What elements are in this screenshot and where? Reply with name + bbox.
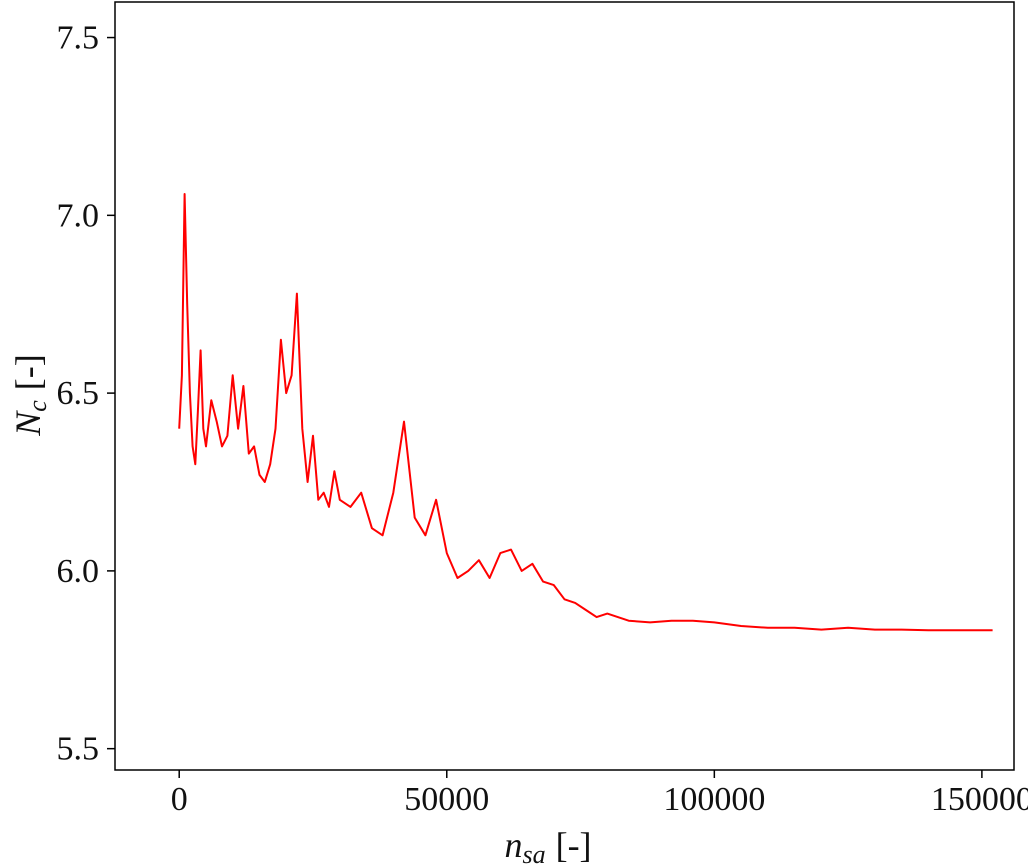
plot-area [178, 193, 993, 632]
series-line [178, 193, 993, 632]
y-tick-label: 6.5 [57, 375, 100, 412]
x-axis: 0 50000 100000 150000 [171, 770, 1028, 818]
x-tick-label: 50000 [404, 781, 489, 818]
x-tick-label: 150000 [931, 781, 1028, 818]
y-tick-label: 6.0 [57, 553, 100, 590]
x-tick-label: 0 [171, 781, 188, 818]
x-axis-title: nsa [-] [504, 825, 591, 865]
x-tick-label: 100000 [663, 781, 765, 818]
y-axis-title: Nc[-] [8, 354, 52, 437]
y-tick-label: 7.0 [57, 197, 100, 234]
y-axis: 5.5 6.0 6.5 7.0 7.5 [57, 20, 115, 768]
plot-frame [114, 1, 1015, 771]
y-tick-label: 7.5 [57, 20, 100, 57]
y-tick-label: 5.5 [57, 731, 100, 768]
